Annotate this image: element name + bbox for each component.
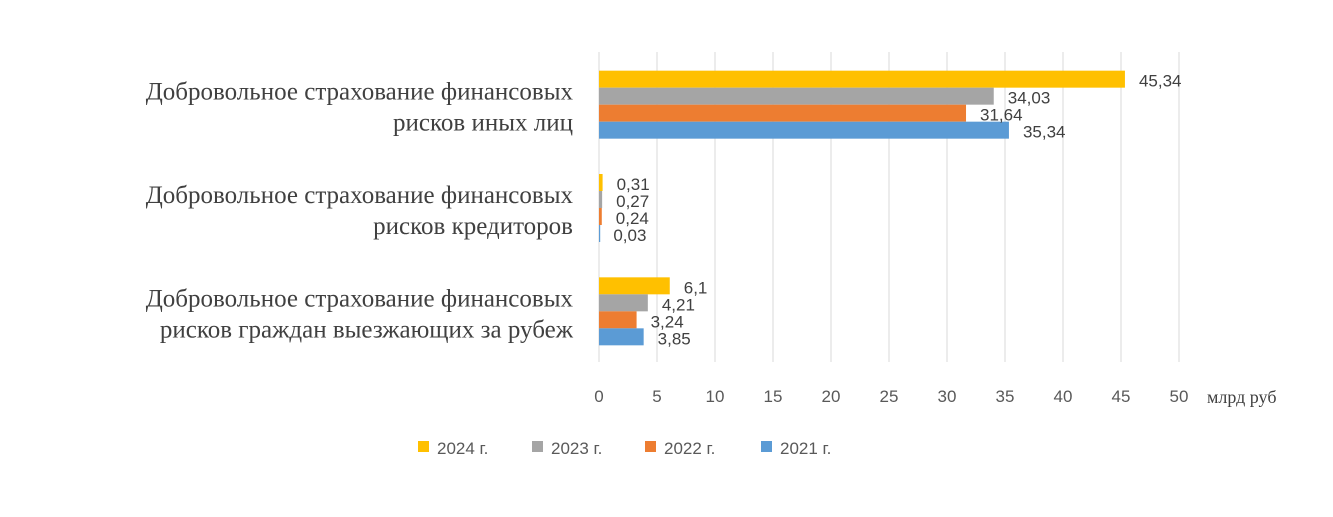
data-label: 35,34 bbox=[1023, 123, 1066, 142]
bar bbox=[599, 174, 603, 191]
category-label-line: Добровольное страхование финансовых bbox=[146, 182, 574, 209]
x-tick-label: 40 bbox=[1054, 387, 1073, 406]
legend: 2024 г. 2023 г. 2022 г. 2021 г. bbox=[418, 439, 831, 458]
bar bbox=[599, 87, 994, 105]
x-tick-label: 5 bbox=[652, 387, 661, 406]
bar bbox=[599, 277, 670, 295]
x-tick-label: 15 bbox=[764, 387, 783, 406]
data-label: 0,24 bbox=[616, 209, 649, 228]
bar bbox=[599, 121, 1009, 139]
category-labels: Добровольное страхование финансовых риско… bbox=[146, 79, 574, 344]
x-axis-ticks: 0 5 10 15 20 25 30 35 40 45 50 bbox=[594, 387, 1188, 406]
x-tick-label: 0 bbox=[594, 387, 603, 406]
legend-swatch bbox=[761, 441, 772, 452]
x-tick-label: 30 bbox=[938, 387, 957, 406]
bar bbox=[599, 208, 602, 225]
legend-swatch bbox=[532, 441, 543, 452]
data-label: 0,27 bbox=[616, 192, 649, 211]
data-label: 6,1 bbox=[684, 278, 708, 297]
legend-swatch bbox=[418, 441, 429, 452]
data-label: 3,24 bbox=[651, 312, 684, 331]
x-tick-label: 25 bbox=[880, 387, 899, 406]
category-label-line: Добровольное страхование финансовых bbox=[146, 285, 574, 312]
legend-swatch bbox=[645, 441, 656, 452]
data-label: 0,03 bbox=[613, 226, 646, 245]
bars bbox=[599, 70, 1125, 346]
category-label: Добровольное страхование финансовых риско… bbox=[146, 182, 574, 240]
bar bbox=[599, 104, 967, 122]
x-tick-label: 35 bbox=[996, 387, 1015, 406]
x-tick-label: 10 bbox=[706, 387, 725, 406]
legend-label: 2024 г. bbox=[437, 439, 488, 458]
bar bbox=[599, 311, 637, 329]
category-label-line: рисков граждан выезжающих за рубеж bbox=[160, 316, 574, 343]
x-tick-label: 20 bbox=[822, 387, 841, 406]
bar bbox=[599, 225, 601, 242]
bar bbox=[599, 294, 648, 312]
data-label: 4,21 bbox=[662, 295, 695, 314]
x-tick-label: 45 bbox=[1112, 387, 1131, 406]
bar bbox=[599, 191, 603, 208]
legend-label: 2022 г. bbox=[664, 439, 715, 458]
category-label: Добровольное страхование финансовых риско… bbox=[146, 79, 574, 137]
x-tick-label: 50 bbox=[1170, 387, 1189, 406]
x-axis-unit-label: млрд руб bbox=[1207, 387, 1276, 407]
data-label: 34,03 bbox=[1008, 89, 1051, 108]
data-label: 0,31 bbox=[617, 175, 650, 194]
category-label: Добровольное страхование финансовых риско… bbox=[146, 285, 574, 343]
legend-label: 2021 г. bbox=[780, 439, 831, 458]
data-label: 3,85 bbox=[658, 329, 691, 348]
category-label-line: рисков иных лиц bbox=[393, 110, 573, 137]
category-label-line: Добровольное страхование финансовых bbox=[146, 79, 574, 106]
data-label: 31,64 bbox=[980, 106, 1023, 125]
bar bbox=[599, 328, 644, 346]
legend-label: 2023 г. bbox=[551, 439, 602, 458]
bar bbox=[599, 70, 1125, 88]
data-label: 45,34 bbox=[1139, 72, 1182, 91]
category-label-line: рисков кредиторов bbox=[373, 213, 573, 240]
